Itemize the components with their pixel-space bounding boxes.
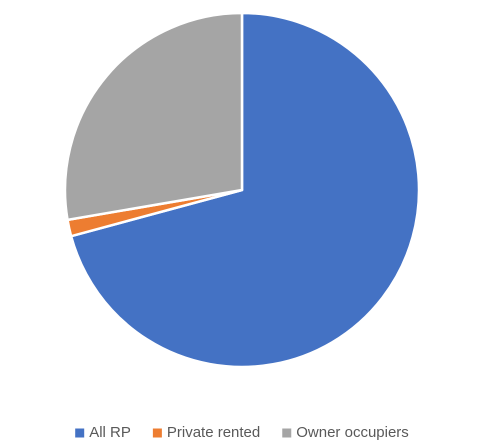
pie-slice xyxy=(69,11,421,369)
legend-marker xyxy=(282,428,292,438)
pie-slice xyxy=(63,11,244,222)
legend-label: All RP xyxy=(89,424,131,441)
legend-label: Owner occupiers xyxy=(296,424,409,441)
legend-label: Private rented xyxy=(167,424,260,441)
legend-marker xyxy=(152,428,162,438)
legend-marker xyxy=(75,428,85,438)
